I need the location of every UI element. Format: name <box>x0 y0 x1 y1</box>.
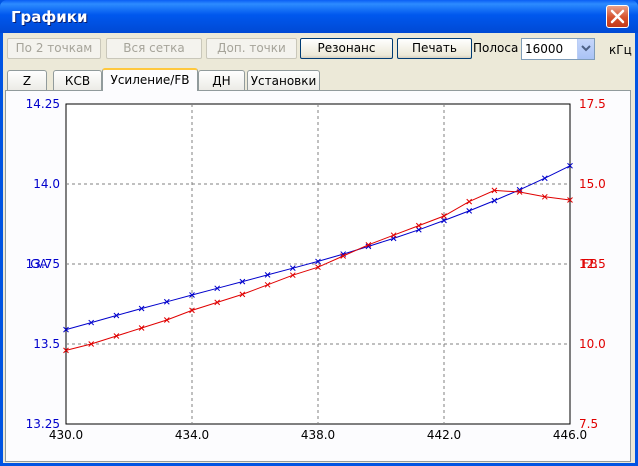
tab-strip: Z КСВ Усиление/FB ДН Установки <box>5 68 633 91</box>
data-point-fb <box>491 187 498 194</box>
data-point-ga <box>113 312 120 319</box>
data-point-fb <box>138 325 145 331</box>
band-unit: кГц <box>609 43 632 57</box>
data-point-ga <box>491 197 498 204</box>
tab-gain-fb[interactable]: Усиление/FB <box>102 68 198 91</box>
data-point-fb <box>415 222 422 229</box>
band-label: Полоса <box>473 41 519 55</box>
data-point-ga <box>415 226 422 233</box>
data-point-fb <box>189 307 195 314</box>
tab-z[interactable]: Z <box>7 70 47 90</box>
tab-swr[interactable]: КСВ <box>53 70 102 90</box>
data-point-ga <box>289 265 296 272</box>
data-point-ga <box>214 285 221 292</box>
y-left-tick-label: 14.25 <box>26 97 60 111</box>
data-point-fb <box>63 347 69 354</box>
data-point-fb <box>365 241 372 248</box>
x-tick-label: 446.0 <box>553 428 587 442</box>
data-point-ga <box>466 208 473 214</box>
data-point-fb <box>88 341 95 347</box>
data-point-ga <box>88 319 95 326</box>
close-button[interactable] <box>606 5 629 28</box>
chevron-down-icon <box>581 45 591 52</box>
y-right-axis-label: FB <box>582 257 597 271</box>
data-point-fb <box>516 189 523 195</box>
x-tick-label: 438.0 <box>301 428 335 442</box>
tab-pattern[interactable]: ДН <box>198 70 245 90</box>
data-point-fb <box>239 291 246 298</box>
data-point-fb <box>390 232 397 239</box>
data-point-ga <box>163 298 170 305</box>
print-button[interactable]: Печать <box>397 38 472 59</box>
data-point-fb <box>163 317 170 323</box>
band-value: 16000 <box>525 42 564 56</box>
data-point-fb <box>214 299 221 306</box>
y-left-tick-label: 13.5 <box>33 337 60 351</box>
data-point-ga <box>315 258 321 265</box>
data-point-fb <box>567 197 573 203</box>
window-client-area: По 2 точкам Вся сетка Доп. точки Резонан… <box>3 33 635 463</box>
y-right-tick-label: 10.0 <box>579 337 606 351</box>
gain-fb-chart: 430.0 434.0 438.0 442.0 446.0 13.25 13.5 13.75 1… <box>26 97 606 442</box>
band-dropdown-button[interactable] <box>577 39 594 59</box>
data-point-fb <box>441 213 447 219</box>
tab-settings[interactable]: Установки <box>247 70 320 90</box>
data-point-ga <box>441 217 447 224</box>
data-point-fb <box>113 333 120 339</box>
data-point-ga <box>138 305 145 312</box>
whole-grid-button[interactable]: Вся сетка <box>106 38 202 59</box>
data-point-ga <box>567 162 573 169</box>
band-select[interactable]: 16000 <box>521 38 595 60</box>
y-right-tick-label: 7.5 <box>579 417 598 431</box>
data-point-fb <box>289 272 296 279</box>
y-right-tick-label: 12.5 <box>579 257 606 271</box>
title-bar[interactable]: Графики <box>0 0 638 33</box>
gain-fb-panel: 430.0 434.0 438.0 442.0 446.0 13.25 13.5 13.75 1… <box>5 90 631 462</box>
y-right-tick-label: 15.0 <box>579 177 606 191</box>
data-point-ga <box>239 278 246 285</box>
x-tick-label: 430.0 <box>49 428 83 442</box>
data-point-fb <box>466 198 473 205</box>
data-point-ga <box>189 292 195 298</box>
x-tick-label: 442.0 <box>427 428 461 442</box>
data-point-fb <box>264 281 271 288</box>
close-icon <box>610 9 625 24</box>
data-point-fb <box>315 264 321 271</box>
data-point-fb <box>340 253 347 259</box>
data-point-ga <box>365 243 372 250</box>
data-point-fb <box>541 193 548 200</box>
y-left-tick-label: 13.25 <box>26 417 60 431</box>
by-2-points-button[interactable]: По 2 точкам <box>7 38 101 59</box>
data-point-ga <box>541 175 548 182</box>
y-right-tick-label: 17.5 <box>579 97 606 111</box>
y-left-tick-label: 13.75 <box>26 257 60 271</box>
x-tick-label: 434.0 <box>175 428 209 442</box>
data-point-ga <box>264 272 271 278</box>
extra-points-button[interactable]: Доп. точки <box>206 38 297 59</box>
window-title: Графики <box>11 8 88 26</box>
resonance-button[interactable]: Резонанс <box>300 38 393 59</box>
data-point-ga <box>63 326 69 333</box>
y-left-tick-label: 14.0 <box>33 177 60 191</box>
y-left-axis-label: GA <box>30 257 48 271</box>
